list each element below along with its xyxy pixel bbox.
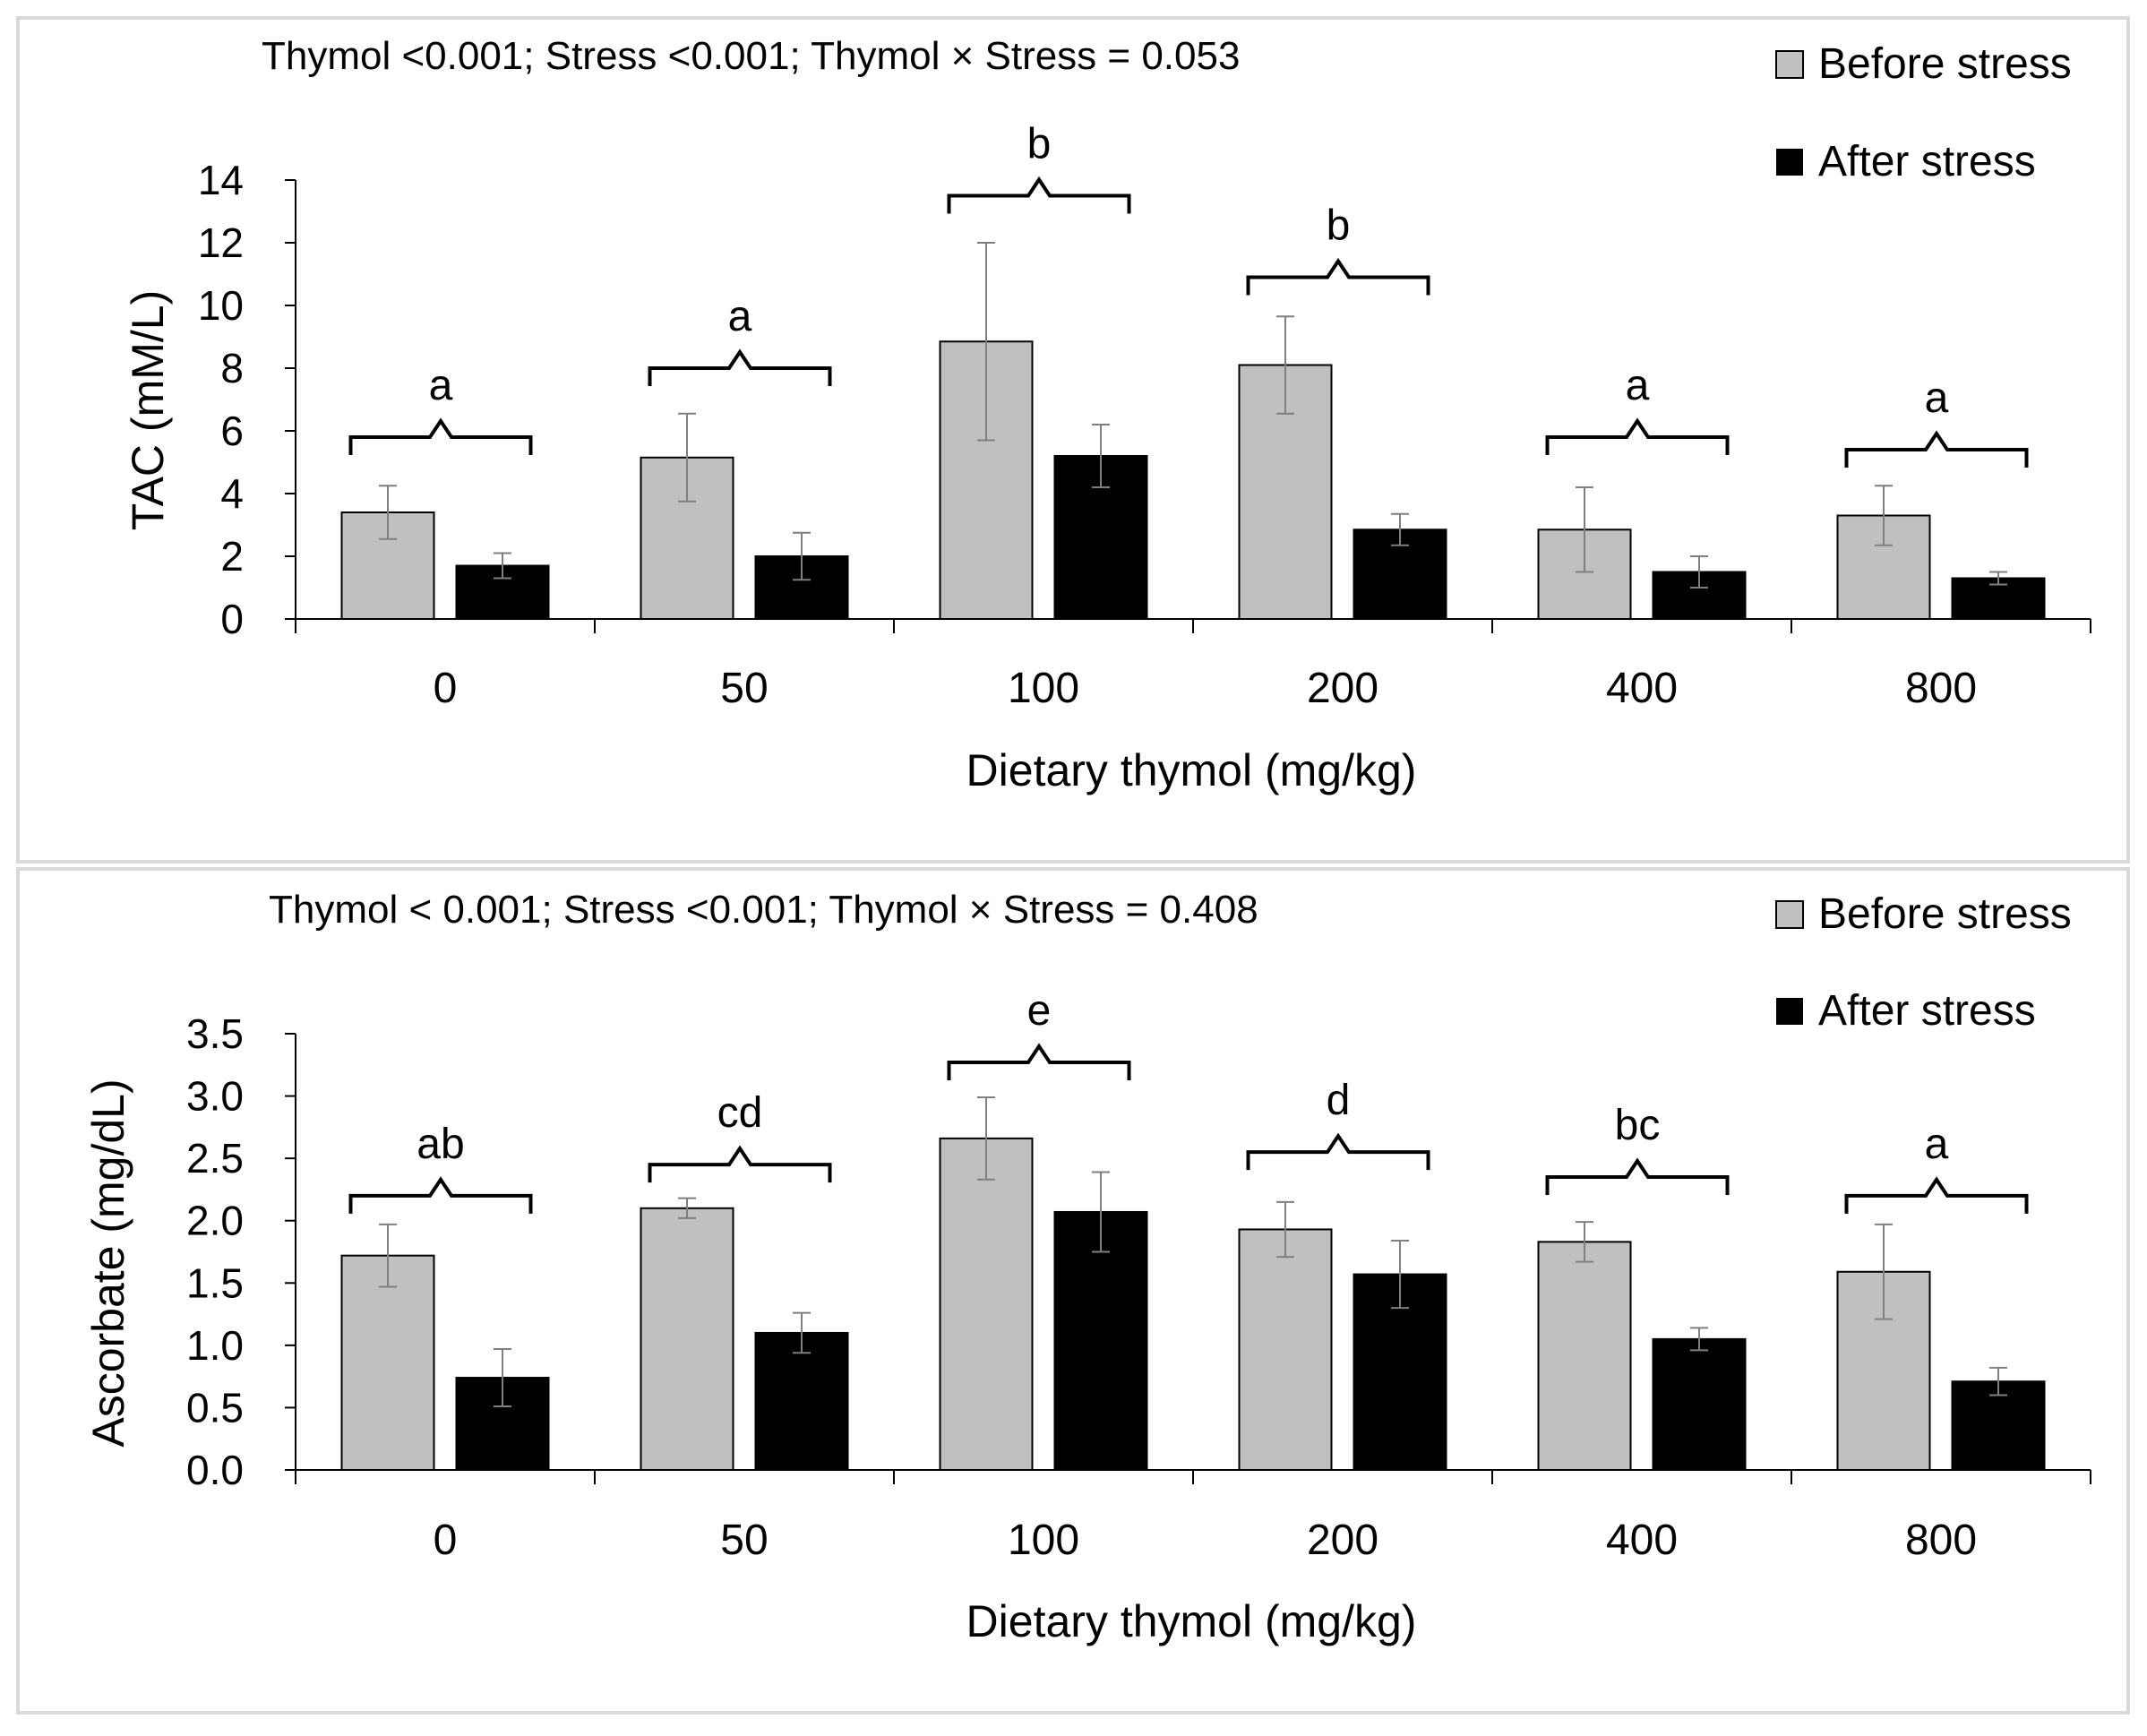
x-tick-label: 200 (1307, 1517, 1378, 1564)
x-tick-label: 200 (1307, 665, 1378, 712)
significance-letter: a (728, 293, 752, 340)
y-tick-label: 10 (198, 282, 244, 329)
significance-bracket (947, 1043, 1131, 1080)
x-tick-label: 0 (434, 665, 458, 712)
x-tick-label: 800 (1905, 665, 1977, 712)
plot-area: 0.0 0.5 1.0 1.5 2.0 2.5 3.0 3.5 0 ab 50 cd 100 e 200 d 4… (186, 987, 2091, 1564)
legend-swatch-after (1776, 149, 1803, 176)
significance-letter: cd (717, 1089, 763, 1137)
y-tick-label: 0 (220, 596, 244, 642)
y-tick-label: 12 (198, 219, 244, 266)
x-axis-label: Dietary thymol (mg/kg) (966, 1596, 1417, 1646)
legend-label-before: Before stress (1818, 40, 2072, 88)
bar-before-stress (1238, 1228, 1333, 1472)
x-tick-label: 400 (1606, 1517, 1678, 1564)
significance-bracket (1545, 417, 1730, 455)
legend: Before stress After stress (1775, 40, 2072, 185)
plot-area: 0 2 4 6 8 10 12 14 0 a 50 a 100 b 200 b 400 a 800 a (198, 121, 2091, 712)
legend-label-after: After stress (1818, 987, 2036, 1035)
bar-before-stress (1537, 1241, 1632, 1471)
bar-after-stress (1951, 1380, 2046, 1472)
significance-bracket (348, 417, 533, 455)
y-axis-label: Ascorbate (mg/dL) (83, 1079, 133, 1447)
legend-swatch-before (1775, 50, 1804, 79)
stats-text: Thymol < 0.001; Stress <0.001; Thymol × … (269, 888, 1258, 932)
y-tick-label: 8 (220, 345, 244, 391)
bar-before-stress (1537, 529, 1632, 620)
y-axis-label: TAC (mM/L) (123, 290, 173, 530)
x-tick-label: 100 (1008, 665, 1079, 712)
x-tick-label: 0 (434, 1517, 458, 1564)
significance-letter: d (1327, 1077, 1351, 1124)
significance-bracket (1844, 1176, 2029, 1214)
y-tick-label: 1.5 (186, 1259, 244, 1306)
significance-letter: e (1027, 987, 1052, 1035)
significance-letter: b (1327, 202, 1351, 250)
significance-letter: bc (1615, 1102, 1661, 1149)
significance-bracket (348, 1176, 533, 1214)
significance-letter: a (1925, 374, 1949, 422)
legend-label-after: After stress (1818, 138, 2036, 185)
significance-bracket (1246, 1132, 1430, 1171)
significance-letter: a (1925, 1121, 1949, 1168)
x-tick-label: 50 (720, 1517, 768, 1564)
legend-swatch-after (1776, 998, 1803, 1025)
y-tick-label: 3.5 (186, 1010, 244, 1057)
significance-bracket (648, 1145, 832, 1183)
x-axis-label: Dietary thymol (mg/kg) (966, 745, 1417, 795)
bar-before-stress (640, 1207, 734, 1472)
tac-chart: Thymol <0.001; Stress <0.001; Thymol × S… (123, 34, 2091, 795)
significance-bracket (947, 176, 1131, 214)
x-tick-label: 800 (1905, 1517, 1977, 1564)
bar-after-stress (1652, 1337, 1747, 1472)
significance-bracket (648, 348, 832, 386)
significance-letter: a (1626, 362, 1650, 409)
significance-letter: ab (417, 1121, 464, 1168)
y-tick-label: 2.0 (186, 1198, 244, 1244)
stats-text: Thymol <0.001; Stress <0.001; Thymol × S… (262, 34, 1240, 78)
bar-before-stress (939, 1137, 1034, 1471)
significance-bracket (1844, 430, 2029, 468)
y-tick-label: 2.5 (186, 1135, 244, 1182)
legend: Before stress After stress (1775, 890, 2072, 1035)
y-tick-label: 2 (220, 533, 244, 580)
y-tick-label: 1.0 (186, 1322, 244, 1369)
bar-after-stress (455, 564, 550, 620)
bar-before-stress (340, 1254, 435, 1472)
significance-letter: b (1027, 121, 1052, 168)
bar-after-stress (1053, 1210, 1148, 1471)
ascorbate-chart: Thymol < 0.001; Stress <0.001; Thymol × … (83, 888, 2091, 1646)
x-tick-label: 400 (1606, 665, 1678, 712)
legend-swatch-before (1775, 900, 1804, 929)
legend-label-before: Before stress (1818, 890, 2072, 938)
x-tick-label: 50 (720, 665, 768, 712)
y-tick-label: 14 (198, 157, 244, 203)
significance-bracket (1545, 1157, 1730, 1196)
y-tick-label: 6 (220, 408, 244, 454)
y-tick-label: 0.5 (186, 1384, 244, 1431)
significance-letter: a (429, 362, 453, 409)
x-tick-label: 100 (1008, 1517, 1079, 1564)
y-tick-label: 0.0 (186, 1447, 244, 1493)
significance-bracket (1246, 257, 1430, 296)
y-tick-label: 3.0 (186, 1073, 244, 1120)
y-tick-label: 4 (220, 470, 244, 517)
